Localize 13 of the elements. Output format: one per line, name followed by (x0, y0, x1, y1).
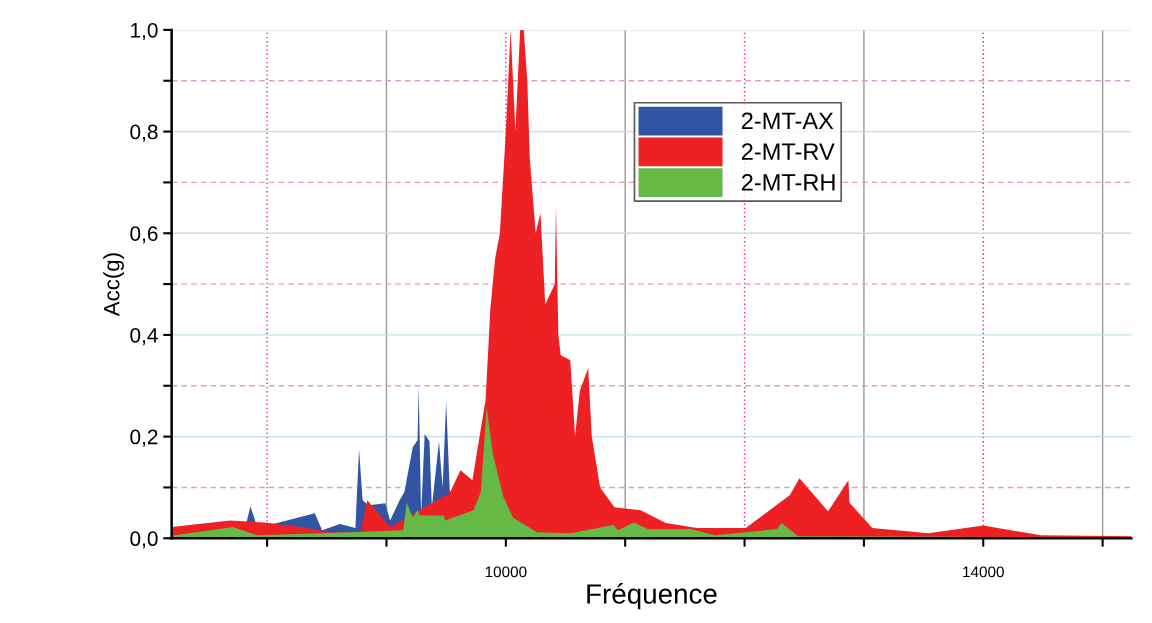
legend-label: 2-MT-RH (741, 174, 835, 191)
y-axis-title: Acc(g) (103, 253, 124, 317)
y-tick-label: 0,4 (130, 327, 158, 346)
y-tick-label: 1,0 (131, 22, 158, 41)
y-tick-label: 0,2 (130, 429, 158, 447)
y-tick-label: 0,8 (130, 124, 158, 142)
x-tick-label: 10000 (485, 566, 527, 578)
y-tick-label: 0,0 (130, 531, 158, 549)
legend-label: 2-MT-RV (741, 143, 835, 160)
x-tick-label: 14000 (963, 566, 1004, 578)
y-tick-label: 0,6 (130, 226, 158, 244)
legend-label: 2-MT-AX (741, 112, 834, 129)
x-axis-title: Fréquence (587, 583, 717, 610)
